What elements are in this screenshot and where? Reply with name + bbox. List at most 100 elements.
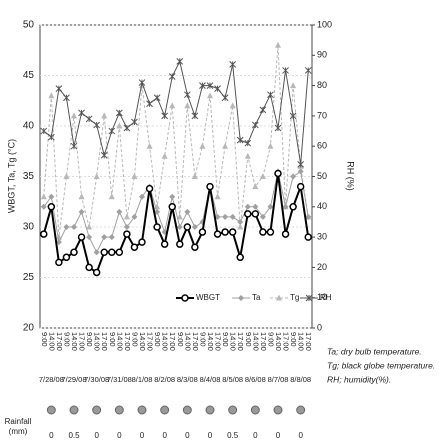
series-line: [43, 59, 309, 165]
data-point: [123, 124, 131, 132]
x-tick-label: 14:00: [138, 332, 147, 351]
data-point: [139, 193, 145, 200]
data-point: [100, 248, 108, 256]
data-point: [86, 234, 93, 241]
data-point: [274, 124, 282, 132]
data-point: [168, 203, 176, 211]
x-tick-label: 14:00: [274, 332, 283, 351]
data-point: [207, 92, 213, 99]
x-tick-label: 9:00: [85, 332, 94, 347]
data-point: [237, 218, 244, 225]
data-point: [259, 173, 266, 179]
data-point: [169, 193, 176, 200]
data-point: [161, 112, 169, 120]
data-point: [40, 127, 48, 135]
data-point: [40, 230, 48, 238]
data-point: [244, 210, 252, 218]
data-point: [244, 152, 251, 159]
data-point: [289, 112, 297, 120]
weather-icon: [273, 405, 283, 415]
date-label: 7/30/08: [84, 375, 109, 384]
data-point: [115, 248, 124, 256]
x-tick-label: 17:00: [282, 332, 291, 351]
y2-tick-label: 40: [317, 201, 327, 211]
data-point: [237, 223, 244, 230]
weather-icon: [182, 405, 192, 415]
x-tick-label: 17:00: [304, 332, 313, 351]
date-label: 8/3/08: [177, 375, 198, 384]
data-point: [47, 133, 55, 141]
data-point: [78, 193, 85, 200]
x-tick-label: 17:00: [146, 332, 155, 351]
data-point: [116, 122, 123, 129]
data-point: [138, 238, 146, 246]
weather-icon: [69, 405, 79, 415]
data-point: [244, 139, 252, 147]
annotation: Tg; black globe temperature.: [327, 360, 435, 370]
data-point: [274, 169, 282, 178]
weather-icon: [46, 405, 56, 415]
y2-tick-label: 0: [317, 322, 322, 332]
x-tick-label: 14:00: [297, 332, 306, 351]
y2-tick-label: 60: [317, 141, 327, 151]
data-point: [259, 213, 266, 220]
data-point: [101, 234, 108, 241]
data-point: [70, 142, 78, 150]
data-point: [123, 224, 130, 230]
data-point: [108, 193, 115, 200]
data-point: [70, 248, 78, 256]
data-point: [130, 243, 139, 251]
data-point: [214, 85, 221, 92]
data-point: [304, 233, 312, 241]
annotation: Ta; dry bulb temperature.: [327, 346, 422, 356]
x-tick-label: 17:00: [191, 332, 200, 351]
data-point: [63, 94, 70, 102]
x-tick-label: 17:00: [78, 332, 87, 351]
data-point: [138, 79, 146, 86]
x-tick-label: 9:00: [221, 332, 230, 347]
legend-marker: [276, 294, 282, 301]
data-point: [47, 203, 56, 211]
weather-icon: [250, 405, 260, 415]
data-point: [93, 121, 101, 129]
data-point: [146, 100, 153, 108]
data-point: [214, 193, 221, 200]
date-label: 8/8/08: [290, 375, 311, 384]
data-point: [213, 230, 222, 238]
y2-tick-label: 80: [317, 80, 327, 90]
data-point: [78, 208, 85, 215]
data-point: [131, 118, 138, 126]
x-tick-label: 17:00: [100, 332, 109, 351]
data-point: [55, 239, 62, 246]
data-point: [176, 224, 183, 230]
data-point: [108, 127, 116, 135]
data-point: [275, 41, 281, 48]
data-point: [123, 230, 131, 238]
legend-label: WBGT: [196, 293, 220, 302]
legend-label: Ta: [252, 293, 261, 302]
x-tick-label: 14:00: [206, 332, 215, 351]
data-point: [183, 223, 192, 231]
legend-marker: [181, 294, 189, 302]
data-point: [252, 203, 259, 210]
data-point: [222, 142, 229, 149]
data-point: [282, 203, 289, 210]
x-tick-label: 14:00: [161, 332, 170, 351]
data-point: [296, 182, 305, 191]
data-point: [77, 233, 86, 241]
date-label: 8/6/08: [245, 375, 266, 384]
y2-tick-label: 10: [317, 292, 327, 302]
x-tick-label: 17:00: [236, 332, 245, 351]
data-point: [184, 102, 191, 109]
y-tick-label: 25: [23, 272, 35, 283]
y2-tick-label: 100: [317, 19, 332, 29]
data-point: [161, 152, 168, 159]
data-point: [206, 182, 214, 191]
rainfall-value: 0.5: [227, 431, 239, 440]
data-point: [145, 184, 154, 193]
data-point: [48, 193, 55, 200]
rainfall-unit: (mm): [9, 427, 28, 436]
data-point: [259, 106, 267, 114]
data-point: [191, 224, 198, 230]
data-point: [229, 61, 237, 68]
